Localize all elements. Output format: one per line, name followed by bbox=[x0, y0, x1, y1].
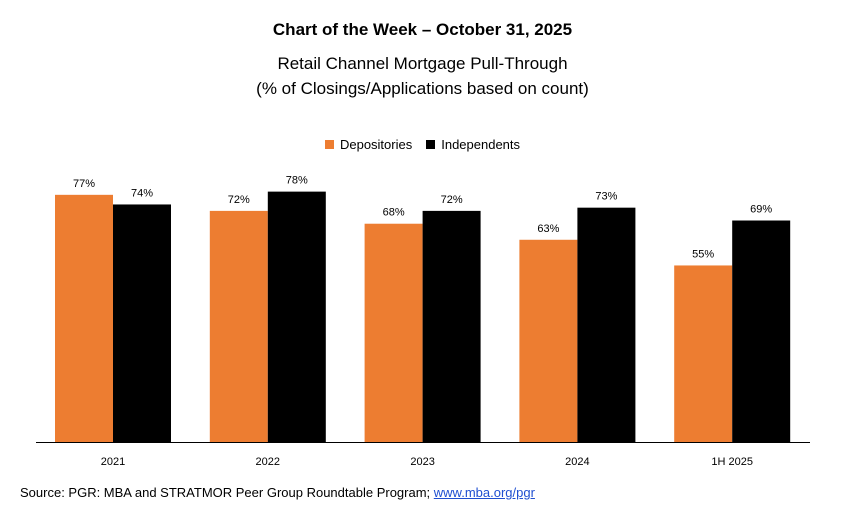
x-tick-label-2021: 2021 bbox=[101, 456, 125, 468]
bar-depositories-2022 bbox=[209, 210, 268, 442]
bar-independents-2021 bbox=[113, 204, 171, 442]
chart-subtitle: Retail Channel Mortgage Pull-Through bbox=[277, 54, 568, 73]
x-tick-label-2024: 2024 bbox=[565, 456, 589, 468]
chart-subtitle-units: (% of Closings/Applications based on cou… bbox=[256, 79, 589, 98]
legend-item-depositories: Depositories bbox=[324, 137, 413, 152]
legend-swatch-depositories bbox=[324, 140, 334, 149]
data-label-independents-2023: 72% bbox=[441, 194, 463, 206]
bar-independents-2022 bbox=[267, 191, 326, 442]
chart-legend: Depositories Independents bbox=[0, 137, 845, 152]
source-note: Source: PGR: MBA and STRATMOR Peer Group… bbox=[20, 485, 535, 500]
x-tick-label-2022: 2022 bbox=[256, 456, 280, 468]
bar-independents-1h-2025 bbox=[732, 220, 791, 442]
source-link[interactable]: www.mba.org/pgr bbox=[433, 485, 535, 500]
data-label-depositories-2022: 72% bbox=[228, 194, 250, 206]
bar-depositories-2023 bbox=[364, 223, 423, 442]
bar-independents-2024 bbox=[577, 207, 636, 442]
legend-label-independents: Independents bbox=[441, 137, 521, 152]
source-text: Source: PGR: MBA and STRATMOR Peer Group… bbox=[20, 485, 434, 500]
bar-depositories-2024 bbox=[519, 239, 578, 442]
legend-swatch-independents bbox=[426, 140, 436, 149]
data-label-depositories-2021: 77% bbox=[73, 178, 95, 190]
x-tick-label-2023: 2023 bbox=[410, 456, 434, 468]
x-tick-label-1h-2025: 1H 2025 bbox=[711, 456, 753, 468]
data-label-depositories-2023: 68% bbox=[383, 207, 405, 219]
data-label-depositories-2024: 63% bbox=[537, 223, 559, 235]
bar-depositories-1h-2025 bbox=[674, 265, 733, 442]
legend-label-depositories: Depositories bbox=[339, 137, 413, 152]
data-label-depositories-1h-2025: 55% bbox=[692, 248, 714, 260]
bar-independents-2023 bbox=[422, 210, 481, 442]
data-label-independents-2022: 78% bbox=[286, 175, 308, 187]
data-label-independents-2024: 73% bbox=[595, 191, 617, 203]
legend-item-independents: Independents bbox=[426, 137, 520, 152]
data-label-independents-1h-2025: 69% bbox=[750, 204, 772, 216]
data-label-independents-2021: 74% bbox=[131, 187, 153, 199]
bar-depositories-2021 bbox=[55, 194, 113, 442]
chart-title: Chart of the Week – October 31, 2025 bbox=[272, 20, 573, 39]
